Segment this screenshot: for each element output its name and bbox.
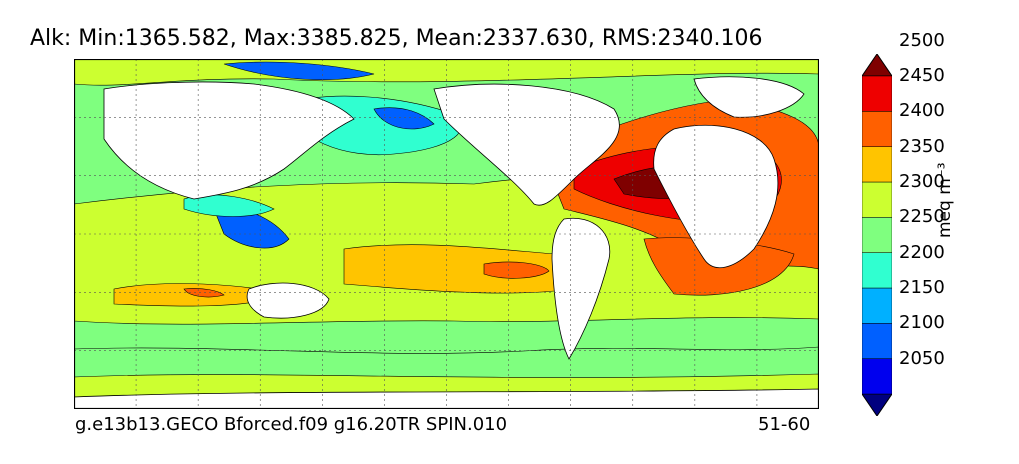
colorbar-segment (862, 75, 892, 112)
colorbar-tick: 2150 (899, 277, 945, 298)
colorbar-segment (862, 217, 892, 253)
colorbar-extend-min (862, 393, 892, 416)
arctic-blue (223, 61, 375, 81)
colorbar-unit-label: meq m⁻³ (935, 162, 955, 238)
colorbar-tick: 2100 (899, 312, 945, 334)
land-asia (103, 81, 355, 200)
colorbar-tick: 2300 (899, 171, 945, 192)
colorbar-tick: 2500 (899, 29, 945, 51)
alkalinity-map (74, 59, 819, 409)
colorbar-tick: 2250 (899, 206, 945, 228)
colorbar-tick: 2350 (899, 135, 945, 157)
south-pacific-red (483, 261, 550, 279)
run-name: g.e13b13.GECO Bforced.f09 g16.20TR SPIN.… (75, 414, 508, 435)
north-pacific-blue (373, 107, 435, 130)
land-north-america (433, 83, 620, 206)
colorbar-segment (862, 252, 892, 289)
plot-title: Alk: Min:1365.582, Max:3385.825, Mean:23… (30, 26, 763, 51)
colorbar-segment (862, 181, 892, 218)
colorbar-tick: 2450 (899, 65, 945, 86)
indian-red (183, 288, 225, 298)
colorbar-segments (862, 54, 892, 416)
colorbar-segment (862, 111, 892, 147)
graticule (74, 59, 819, 409)
land-africa (653, 124, 779, 268)
map-frame (74, 59, 819, 409)
colorbar-extend-max (862, 54, 892, 77)
colorbar-segment (862, 323, 892, 359)
land-australia (246, 282, 330, 319)
land-south-america (551, 217, 611, 360)
colorbar-segment (862, 358, 892, 395)
colorbar (862, 54, 892, 416)
colorbar-segment (862, 146, 892, 183)
colorbar-tick: 2200 (899, 241, 945, 263)
land-europe (693, 76, 805, 118)
colorbar-tick: 2400 (899, 100, 945, 122)
time-period: 51-60 (758, 414, 811, 435)
colorbar-tick: 2050 (899, 347, 945, 369)
colorbar-segment (862, 287, 892, 324)
